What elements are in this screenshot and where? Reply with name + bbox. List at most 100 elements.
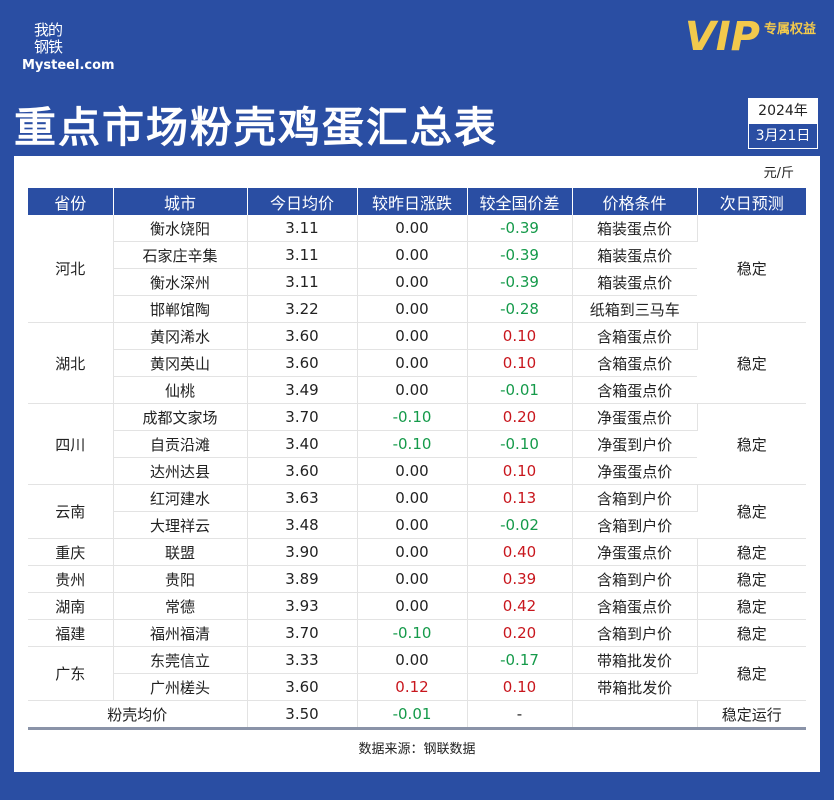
price-cell: 3.89: [247, 565, 358, 593]
national-diff-cell: 0.13: [467, 484, 573, 512]
city-cell: 联盟: [113, 538, 248, 566]
price-cell: 3.70: [247, 403, 358, 431]
price-cell: 3.60: [247, 457, 358, 485]
change-cell: -0.10: [357, 403, 468, 431]
change-cell: 0.00: [357, 322, 468, 350]
price-condition-cell: 箱装蛋点价: [572, 215, 698, 242]
change-cell: 0.00: [357, 349, 468, 377]
table-row: 湖南 常德 3.93 0.00 0.42 含箱蛋点价 稳定: [28, 592, 806, 620]
average-row: 粉壳均价 3.50 -0.01- 稳定运行: [28, 700, 806, 730]
average-change: -0.01: [357, 700, 468, 730]
price-condition-cell: 纸箱到三马车: [572, 295, 697, 323]
average-label: 粉壳均价: [28, 700, 248, 730]
price-condition-cell: 净蛋蛋点价: [572, 538, 698, 566]
vip-label: 专属权益: [763, 22, 816, 37]
national-diff-cell: 0.10: [467, 457, 573, 485]
price-cell: 3.49: [247, 376, 358, 404]
national-diff-cell: -0.02: [467, 511, 573, 539]
city-cell: 福州福清: [113, 619, 248, 647]
national-diff-cell: 0.40: [467, 538, 573, 566]
table-panel: 元/斤 省份 城市 今日均价 较昨日涨跌 较全国价差 价格条件 次日预测 河北 衡水饶阳 3.1…: [14, 156, 820, 772]
price-cell: 3.60: [247, 673, 358, 701]
price-condition-cell: 含箱到户价: [572, 511, 697, 539]
price-condition-cell: 含箱蛋点价: [572, 376, 697, 404]
city-cell: 成都文家场: [113, 403, 248, 431]
city-cell: 衡水深州: [113, 268, 248, 296]
table-row: 邯郸馆陶 3.22 0.00 -0.28 纸箱到三马车: [28, 295, 806, 323]
logo-english: Mysteel.com: [22, 58, 115, 73]
price-cell: 3.60: [247, 322, 358, 350]
city-cell: 黄冈浠水: [113, 322, 248, 350]
province-cell: 湖北: [28, 322, 114, 404]
city-cell: 红河建水: [113, 484, 248, 512]
table-row: 福建 福州福清 3.70 -0.10 0.20 含箱到户价 稳定: [28, 619, 806, 647]
table-header: 省份 城市 今日均价 较昨日涨跌 较全国价差 价格条件 次日预测: [28, 188, 806, 215]
province-cell: 四川: [28, 403, 114, 485]
province-cell: 广东: [28, 646, 114, 701]
price-cell: 3.22: [247, 295, 358, 323]
table-row: 衡水深州 3.11 0.00 -0.39 箱装蛋点价: [28, 268, 806, 296]
city-cell: 贵阳: [113, 565, 248, 593]
forecast-cell: 稳定: [697, 484, 806, 539]
average-price: 3.50: [247, 700, 358, 730]
province-cell: 贵州: [28, 565, 114, 593]
province-cell: 福建: [28, 619, 114, 647]
table-row: 贵州 贵阳 3.89 0.00 0.39 含箱到户价 稳定: [28, 565, 806, 593]
forecast-cell: 稳定: [697, 565, 806, 593]
price-condition-cell: 净蛋蛋点价: [572, 457, 697, 485]
change-cell: 0.00: [357, 538, 468, 566]
column-header: 城市: [113, 188, 248, 215]
national-diff-cell: -0.39: [467, 241, 573, 269]
city-cell: 衡水饶阳: [113, 215, 248, 242]
egg-price-table: 省份 城市 今日均价 较昨日涨跌 较全国价差 价格条件 次日预测 河北 衡水饶阳 3.11 0.0…: [28, 188, 806, 730]
change-cell: 0.00: [357, 215, 468, 242]
table-row: 河北 衡水饶阳 3.11 0.00 -0.39 箱装蛋点价 稳定: [28, 215, 806, 323]
forecast-cell: 稳定: [697, 538, 806, 566]
column-header: 今日均价: [247, 188, 358, 215]
change-cell: 0.00: [357, 565, 468, 593]
price-cell: 3.40: [247, 430, 358, 458]
vip-text: VIP: [684, 14, 760, 60]
change-cell: 0.12: [357, 673, 468, 701]
change-cell: 0.00: [357, 646, 468, 674]
change-cell: -0.10: [357, 619, 468, 647]
city-cell: 仙桃: [113, 376, 248, 404]
change-cell: 0.00: [357, 592, 468, 620]
table-row: 云南 红河建水 3.63 0.00 0.13 含箱到户价 稳定: [28, 484, 806, 539]
page-title: 重点市场粉壳鸡蛋汇总表: [14, 103, 499, 152]
city-cell: 石家庄辛集: [113, 241, 248, 269]
price-condition-cell: 含箱到户价: [572, 565, 698, 593]
table-row: 湖北 黄冈浠水 3.60 0.00 0.10 含箱蛋点价 稳定: [28, 322, 806, 404]
price-condition-cell: 含箱蛋点价: [572, 349, 697, 377]
price-cell: 3.11: [247, 241, 358, 269]
change-cell: -0.10: [357, 430, 468, 458]
table-row: 广东 东莞信立 3.33 0.00 -0.17 带箱批发价 稳定: [28, 646, 806, 701]
forecast-cell: 稳定: [697, 646, 806, 701]
city-cell: 邯郸馆陶: [113, 295, 248, 323]
national-diff-cell: 0.20: [467, 403, 573, 431]
table-row: 石家庄辛集 3.11 0.00 -0.39 箱装蛋点价: [28, 241, 806, 269]
column-header: 省份: [28, 188, 114, 215]
city-cell: 自贡沿滩: [113, 430, 248, 458]
date-year: 2024年: [749, 99, 817, 123]
column-header: 较全国价差: [467, 188, 573, 215]
unit-label: 元/斤: [763, 166, 794, 181]
mysteel-logo: 我的钢铁 Mysteel.com: [22, 22, 115, 74]
forecast-cell: 稳定: [697, 619, 806, 647]
price-condition-cell: 带箱批发价: [572, 646, 698, 674]
price-condition-cell: 净蛋到户价: [572, 430, 697, 458]
national-diff-cell: -0.17: [467, 646, 573, 674]
province-cell: 湖南: [28, 592, 114, 620]
date-day: 3月21日: [749, 123, 817, 148]
national-diff-cell: 0.10: [467, 349, 573, 377]
price-cell: 3.11: [247, 215, 358, 242]
price-condition-cell: 含箱蛋点价: [572, 592, 698, 620]
change-cell: 0.00: [357, 376, 468, 404]
national-diff-cell: 0.39: [467, 565, 573, 593]
national-diff-cell: -0.28: [467, 295, 573, 323]
city-cell: 常德: [113, 592, 248, 620]
average-diff: -: [467, 700, 573, 730]
table-row: 自贡沿滩 3.40 -0.10 -0.10 净蛋到户价: [28, 430, 806, 458]
vip-badge: VIP 专属权益: [685, 14, 816, 60]
national-diff-cell: -0.39: [467, 215, 573, 242]
